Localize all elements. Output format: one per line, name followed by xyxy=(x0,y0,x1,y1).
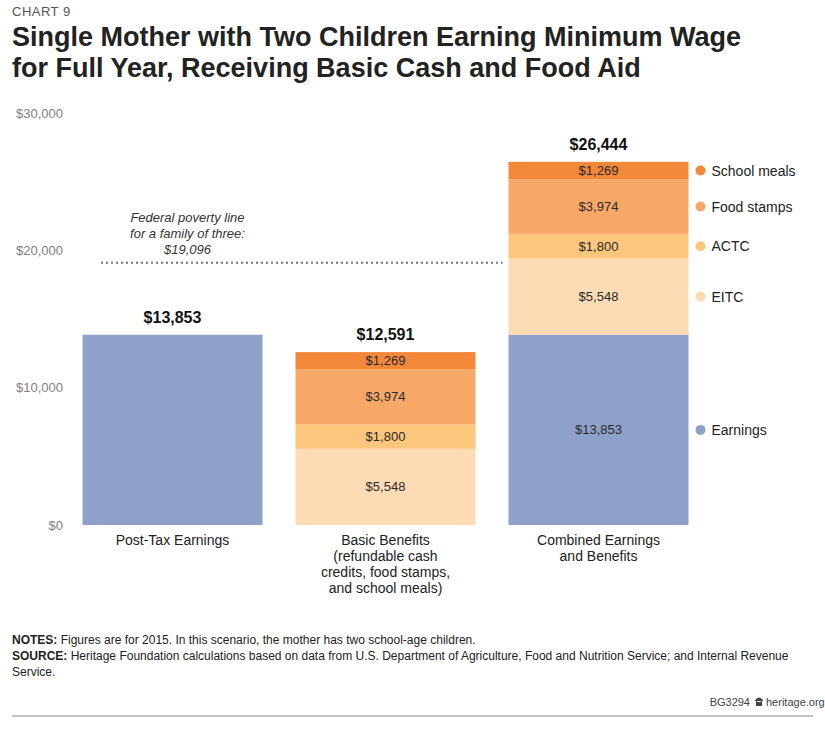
footer-site: heritage.org xyxy=(766,696,825,708)
y-tick-label: $20,000 xyxy=(16,243,63,258)
legend-label: EITC xyxy=(712,289,744,305)
annotation-text: for a family of three: xyxy=(130,226,245,241)
y-tick-label: $30,000 xyxy=(16,106,63,121)
bar-segment xyxy=(296,352,476,369)
legend-marker xyxy=(696,241,706,251)
notes: NOTES: Figures are for 2015. In this sce… xyxy=(12,632,812,648)
bar-segment xyxy=(83,335,263,525)
chart-page: $0 $10,000 $20,000 $30,000 $13,853 $5,548 $5,5… xyxy=(0,0,825,737)
chart-svg: $0 $10,000 $20,000 $30,000 $13,853 $5,548 $5,5… xyxy=(0,0,825,737)
category-label: Combined Earnings and Benefits xyxy=(529,532,669,564)
data-label: $1,269 xyxy=(366,353,406,368)
legend-label: School meals xyxy=(712,163,796,179)
bar-segment xyxy=(296,370,476,425)
labels: $13,853 $5,548 $5,548 $1,800 $1,800 $3,974 $3,… xyxy=(101,136,796,495)
annotation-text: $19,096 xyxy=(163,242,212,257)
source-label: SOURCE: xyxy=(12,649,67,663)
notes-text: Figures are for 2015. In this scenario, … xyxy=(61,633,476,647)
bar-segment xyxy=(296,449,476,525)
data-label: $5,548 xyxy=(579,289,619,304)
y-tick-label: $10,000 xyxy=(16,380,63,395)
data-label: $3,974 xyxy=(366,389,406,404)
bottom-rule xyxy=(12,716,813,717)
data-label: $3,974 xyxy=(579,199,619,214)
notes-label: NOTES: xyxy=(12,633,57,647)
bar-segment xyxy=(509,335,689,525)
bar-segment xyxy=(509,162,689,179)
category-label: Basic Benefits (refundable cash credits,… xyxy=(316,532,456,596)
category-label: Post-Tax Earnings xyxy=(103,532,243,548)
legend-marker xyxy=(696,166,706,176)
bar-segment xyxy=(509,259,689,335)
total-label: $26,444 xyxy=(570,136,628,153)
data-label: $13,853 xyxy=(575,422,622,437)
legend-label: Earnings xyxy=(712,422,767,438)
bar-segment xyxy=(296,424,476,449)
legend-label: Food stamps xyxy=(712,199,793,215)
data-label: $1,269 xyxy=(579,163,619,178)
total-label: $12,591 xyxy=(357,326,415,343)
poverty-line xyxy=(101,262,503,264)
legend-marker xyxy=(696,425,706,435)
source-text: Heritage Foundation calculations based o… xyxy=(12,649,788,679)
total-label: $13,853 xyxy=(144,309,202,326)
data-label: $1,800 xyxy=(579,239,619,254)
title: Single Mother with Two Children Earning … xyxy=(12,22,772,84)
annotation-text: Federal poverty line xyxy=(130,210,244,225)
bar-segment xyxy=(509,234,689,259)
legend-marker xyxy=(696,292,706,302)
data-label: $1,800 xyxy=(366,429,406,444)
footer-code: BG3294 xyxy=(710,696,750,708)
bars xyxy=(83,162,689,525)
legend-label: ACTC xyxy=(712,238,750,254)
phone-icon xyxy=(755,698,763,707)
legend-marker xyxy=(696,202,706,212)
bar-segment xyxy=(509,179,689,234)
y-tick-label: $0 xyxy=(49,518,63,533)
kicker: CHART 9 xyxy=(12,4,71,19)
data-label: $5,548 xyxy=(366,479,406,494)
source: SOURCE: Heritage Foundation calculations… xyxy=(12,648,812,680)
